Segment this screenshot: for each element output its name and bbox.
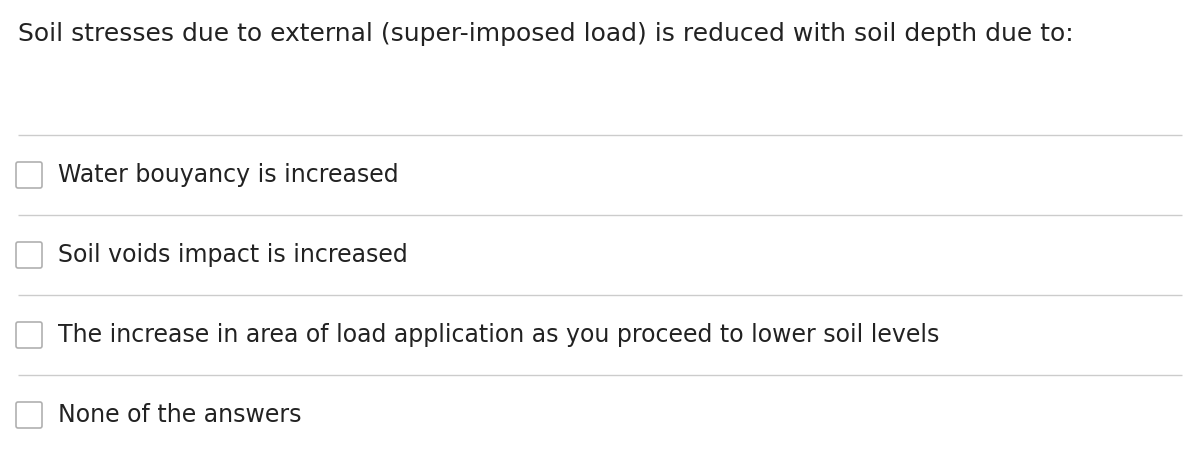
FancyBboxPatch shape <box>16 242 42 268</box>
Text: The increase in area of load application as you proceed to lower soil levels: The increase in area of load application… <box>58 323 940 347</box>
FancyBboxPatch shape <box>16 402 42 428</box>
FancyBboxPatch shape <box>16 322 42 348</box>
Text: Soil stresses due to external (super-imposed load) is reduced with soil depth du: Soil stresses due to external (super-imp… <box>18 22 1074 46</box>
Text: None of the answers: None of the answers <box>58 403 301 427</box>
Text: Water bouyancy is increased: Water bouyancy is increased <box>58 163 398 187</box>
FancyBboxPatch shape <box>16 162 42 188</box>
Text: Soil voids impact is increased: Soil voids impact is increased <box>58 243 408 267</box>
